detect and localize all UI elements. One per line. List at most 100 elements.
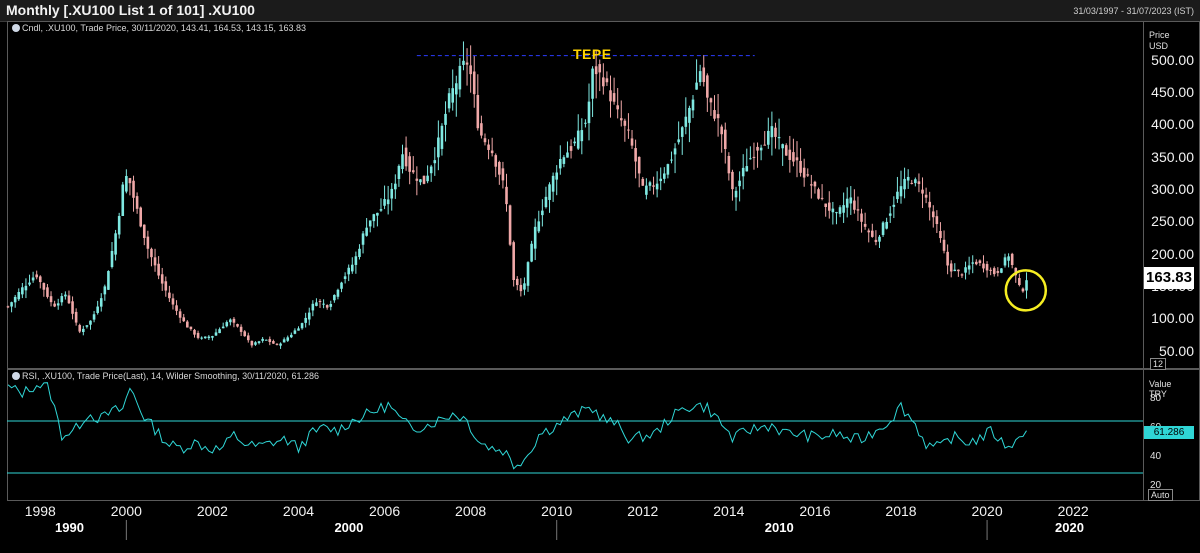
candle-body xyxy=(451,88,455,103)
price-axis-unit: USD xyxy=(1149,41,1169,51)
candle-body xyxy=(989,269,992,271)
candle-body xyxy=(214,332,218,336)
candle-body xyxy=(878,236,881,242)
candle-body xyxy=(225,322,229,327)
candle-body xyxy=(404,147,408,167)
candle-body xyxy=(153,257,157,266)
legend-settings-icon[interactable] xyxy=(12,24,20,32)
candle-body xyxy=(89,320,92,325)
candle-body xyxy=(698,71,702,83)
x-tick-label: 2000 xyxy=(110,503,142,519)
candle-body xyxy=(157,263,160,276)
legend-settings-icon[interactable] xyxy=(12,372,20,380)
candle-body xyxy=(325,305,329,308)
x-tick-label: 2020 xyxy=(971,503,1003,519)
candle-body xyxy=(221,326,225,329)
candle-body xyxy=(322,303,325,305)
date-range: 31/03/1997 - 31/07/2023 (IST) xyxy=(1073,6,1194,16)
candle-body xyxy=(121,184,125,217)
candle-body xyxy=(594,66,598,75)
candle-body xyxy=(254,342,257,345)
candle-body xyxy=(946,251,949,266)
candle-body xyxy=(447,93,451,109)
candle-body xyxy=(67,295,71,304)
candle-body xyxy=(584,122,587,124)
candle-body xyxy=(982,263,985,269)
candle-body xyxy=(379,209,383,211)
candle-body xyxy=(498,162,501,175)
candle-body xyxy=(186,321,189,328)
candle-body xyxy=(634,148,637,162)
candle-body xyxy=(368,220,372,227)
candle-body xyxy=(24,285,28,291)
candle-body xyxy=(871,230,874,237)
candle-body xyxy=(820,197,824,199)
candle-body xyxy=(515,278,519,286)
candle-body xyxy=(881,222,885,235)
candle-body xyxy=(35,274,38,278)
candle-body xyxy=(6,306,10,308)
candle-body xyxy=(637,156,641,174)
price-tick-label: 500.00 xyxy=(1151,51,1194,68)
candle-body xyxy=(171,298,175,305)
candle-body xyxy=(411,170,415,173)
candle-body xyxy=(315,302,318,306)
candle-body xyxy=(10,302,13,307)
candle-body xyxy=(82,328,85,333)
candle-body xyxy=(85,325,89,327)
candle-body xyxy=(655,183,659,190)
candle-body xyxy=(397,165,401,180)
candle-body xyxy=(501,168,505,181)
candle-body xyxy=(648,182,652,186)
candle-body xyxy=(390,188,394,199)
candle-body xyxy=(110,250,114,267)
x-tick-label: 2006 xyxy=(368,503,401,519)
candle-body xyxy=(759,147,763,151)
candle-body xyxy=(264,339,268,341)
candle-body xyxy=(386,199,390,205)
candle-body xyxy=(286,337,290,341)
candle-body xyxy=(394,183,397,190)
candle-body xyxy=(777,137,781,139)
candle-body xyxy=(275,343,279,345)
candle-body xyxy=(666,164,670,175)
page-box[interactable]: 12 xyxy=(1150,358,1167,370)
candle-body xyxy=(770,126,774,138)
candle-body xyxy=(182,317,186,322)
candle-body xyxy=(480,123,483,136)
rsi-legend[interactable]: RSI, .XU100, Trade Price(Last), 14, Wild… xyxy=(12,371,319,381)
candle-body xyxy=(727,155,731,174)
candle-body xyxy=(752,156,756,158)
candle-body xyxy=(580,130,584,142)
candle-body xyxy=(533,226,537,249)
candle-body xyxy=(218,329,221,334)
candle-body xyxy=(46,287,49,297)
candle-body xyxy=(1007,256,1010,261)
candle-body xyxy=(444,113,447,125)
candle-body xyxy=(673,148,677,155)
candle-body xyxy=(483,138,487,143)
candle-body xyxy=(896,191,899,200)
price-tick-label: 450.00 xyxy=(1151,84,1194,101)
price-legend[interactable]: Cndl, .XU100, Trade Price, 30/11/2020, 1… xyxy=(12,23,306,33)
candle-body xyxy=(684,116,688,127)
candle-body xyxy=(824,203,827,207)
candle-body xyxy=(566,152,569,158)
candle-body xyxy=(964,267,967,273)
candle-body xyxy=(928,201,931,208)
candle-body xyxy=(924,194,928,198)
x-decade-label: 2010 xyxy=(764,520,794,535)
candle-body xyxy=(419,179,422,183)
candle-body xyxy=(784,145,788,156)
candle-body xyxy=(243,331,246,337)
candle-body xyxy=(128,178,132,184)
x-tick-label: 2008 xyxy=(455,503,487,519)
x-tick-label: 2018 xyxy=(885,503,917,519)
x-decade-label: 2020 xyxy=(1055,520,1084,535)
candle-body xyxy=(670,159,673,161)
candle-body xyxy=(734,190,738,198)
candle-body xyxy=(261,338,264,341)
auto-scale-button[interactable]: Auto xyxy=(1148,489,1173,501)
highlight-circle xyxy=(1004,269,1048,312)
